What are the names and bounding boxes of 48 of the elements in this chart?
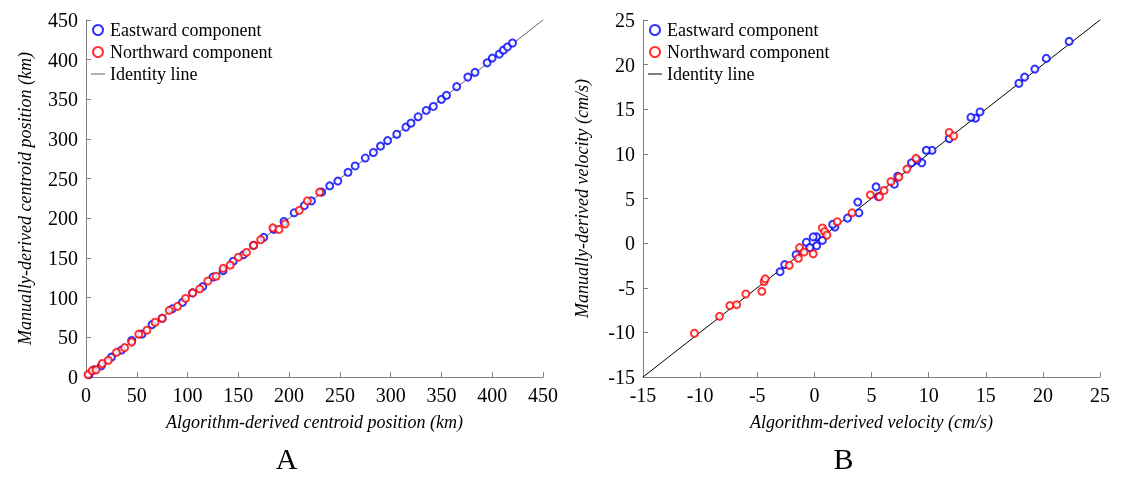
legend-label: Northward component bbox=[667, 42, 830, 62]
legend-label: Eastward component bbox=[667, 20, 819, 40]
x-tick-label: 5 bbox=[866, 384, 877, 406]
y-tick-label: -10 bbox=[608, 321, 635, 344]
x-tick-label: 250 bbox=[324, 384, 355, 406]
x-tick-label: 300 bbox=[375, 384, 406, 406]
y-tick-label: 25 bbox=[615, 9, 635, 31]
x-tick-label: -5 bbox=[748, 384, 766, 406]
text: B bbox=[833, 441, 854, 475]
legend-label: Eastward component bbox=[110, 20, 262, 40]
x-tick-label: 50 bbox=[126, 384, 147, 406]
legend-label: Identity line bbox=[667, 64, 755, 84]
legend-label: Identity line bbox=[110, 64, 198, 84]
y-tick-label: 200 bbox=[48, 207, 78, 230]
x-tick-label: 200 bbox=[274, 384, 305, 406]
y-tick-label: 5 bbox=[625, 187, 635, 210]
x-tick-label: 100 bbox=[172, 384, 203, 406]
x-tick-label: 0 bbox=[809, 384, 820, 406]
y-tick-label: 20 bbox=[615, 53, 635, 76]
y-tick-label: 50 bbox=[58, 326, 78, 349]
y-tick-label: 0 bbox=[625, 232, 635, 255]
y-tick-label: -15 bbox=[608, 366, 635, 388]
y-tick-label: 400 bbox=[48, 48, 78, 71]
x-tick-label: -10 bbox=[686, 384, 714, 406]
y-tick-label: 250 bbox=[48, 167, 78, 190]
x-tick-label: 400 bbox=[477, 384, 508, 406]
x-tick-label: 15 bbox=[975, 384, 996, 406]
x-tick-label: 450 bbox=[528, 384, 558, 406]
y-tick-label: -5 bbox=[618, 276, 635, 299]
x-axis-title: Algorithm-derived velocity (cm/s) bbox=[749, 412, 993, 433]
y-tick-label: 10 bbox=[615, 142, 635, 165]
y-tick-label: 150 bbox=[48, 247, 78, 269]
y-tick-label: 15 bbox=[615, 98, 635, 121]
y-tick-label: 300 bbox=[48, 128, 78, 150]
x-tick-label: 20 bbox=[1032, 384, 1053, 406]
y-tick-label: 350 bbox=[48, 88, 78, 111]
x-tick-label: 10 bbox=[918, 384, 939, 406]
y-tick-label: 450 bbox=[48, 9, 78, 31]
x-tick-label: 25 bbox=[1090, 384, 1110, 406]
x-tick-label: 350 bbox=[426, 384, 457, 406]
y-axis-title: Manually-derived velocity (cm/s) bbox=[572, 79, 593, 319]
legend-label: Northward component bbox=[110, 42, 273, 62]
y-tick-label: 100 bbox=[48, 286, 78, 309]
y-axis-title: Manually-derived centroid position (km) bbox=[15, 52, 36, 346]
x-tick-label: 150 bbox=[223, 384, 254, 406]
text: A bbox=[275, 441, 298, 475]
x-axis-title: Algorithm-derived centroid position (km) bbox=[165, 412, 463, 433]
y-tick-label: 0 bbox=[68, 366, 78, 388]
